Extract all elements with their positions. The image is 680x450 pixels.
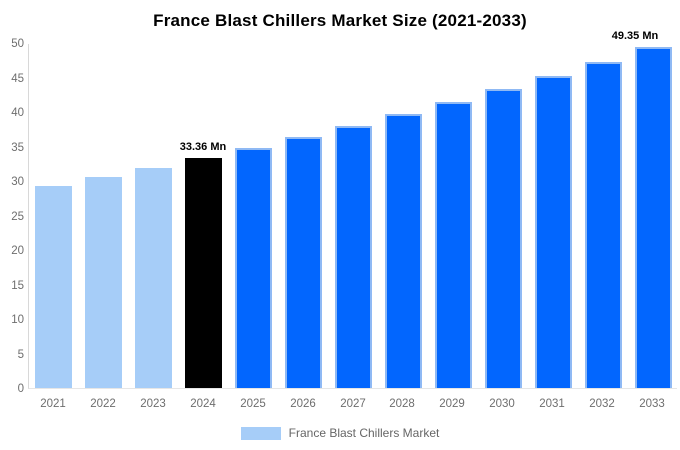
x-axis-tick-2033: 2033 (639, 398, 665, 410)
x-axis-tick-2029: 2029 (439, 398, 465, 410)
y-axis-tick-0: 0 (17, 383, 24, 395)
y-axis-tick-10: 10 (11, 314, 24, 326)
bar-2033[interactable] (635, 47, 672, 388)
y-axis-tick-30: 30 (11, 176, 24, 188)
bar-2029[interactable] (435, 102, 472, 388)
bar-2031[interactable] (535, 76, 572, 388)
x-axis-tick-2023: 2023 (140, 398, 166, 410)
y-axis-tick-45: 45 (11, 72, 24, 85)
y-axis-tick-20: 20 (11, 245, 24, 257)
x-axis-tick-2026: 2026 (290, 398, 316, 410)
x-axis-tick-2030: 2030 (489, 398, 515, 410)
x-axis-tick-2022: 2022 (90, 398, 116, 410)
bar-2032[interactable] (585, 62, 622, 388)
y-axis-tick-25: 25 (11, 210, 24, 223)
x-axis-tick-2032: 2032 (589, 398, 615, 410)
bar-2027[interactable] (335, 126, 372, 388)
bar-2025[interactable] (235, 148, 272, 388)
data-label-2024: 33.36 Mn (179, 141, 227, 153)
y-axis-tick-35: 35 (11, 141, 24, 154)
plot-area (28, 44, 677, 389)
bar-2028[interactable] (385, 114, 422, 388)
legend-item[interactable]: France Blast Chillers Market (0, 426, 680, 440)
x-axis-tick-2028: 2028 (389, 398, 415, 410)
x-axis-tick-2024: 2024 (190, 398, 216, 410)
legend-swatch (240, 426, 281, 440)
y-axis-tick-40: 40 (11, 107, 24, 119)
legend-label: France Blast Chillers Market (288, 426, 440, 440)
bar-2026[interactable] (285, 137, 322, 388)
bar-2030[interactable] (485, 89, 522, 388)
x-axis-tick-2031: 2031 (539, 398, 565, 410)
x-axis-tick-2027: 2027 (340, 398, 366, 410)
bar-2022[interactable] (85, 177, 122, 388)
bar-2021[interactable] (35, 186, 72, 388)
bar-2024[interactable] (185, 158, 222, 388)
data-label-2033: 49.35 Mn (611, 30, 659, 42)
chart-title: France Blast Chillers Market Size (2021-… (153, 11, 527, 30)
x-axis-tick-2021: 2021 (40, 398, 66, 410)
y-axis-tick-5: 5 (17, 348, 24, 361)
y-axis-tick-15: 15 (11, 279, 24, 292)
bar-2023[interactable] (135, 168, 172, 388)
x-axis-tick-2025: 2025 (240, 398, 266, 410)
y-axis-tick-50: 50 (11, 38, 24, 50)
